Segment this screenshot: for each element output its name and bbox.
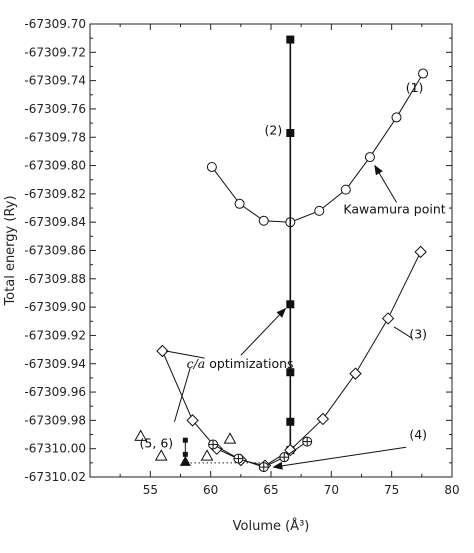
marker-diamond bbox=[316, 412, 330, 426]
marker-circle bbox=[340, 184, 351, 195]
series-layer bbox=[134, 35, 429, 473]
marker-diamond bbox=[381, 312, 395, 325]
y-tick-label: -67309.76 bbox=[24, 102, 86, 116]
marker-diamond bbox=[284, 443, 297, 457]
marker-circle bbox=[418, 68, 429, 79]
series-2 bbox=[156, 245, 427, 472]
ca-line-down bbox=[173, 367, 191, 422]
series-1 bbox=[286, 35, 295, 455]
marker-triangle bbox=[134, 429, 148, 441]
marker-small-square bbox=[182, 437, 188, 443]
x-tick-label: 75 bbox=[384, 483, 399, 497]
x-axis-title: Volume (Å³) bbox=[233, 518, 310, 534]
marker-filled-triangle bbox=[179, 455, 191, 466]
y-tick-label: -67309.74 bbox=[24, 74, 86, 88]
y-axis-title: Total energy (Ry) bbox=[3, 195, 18, 306]
ca-line-left bbox=[165, 350, 205, 359]
y-tick-label: -67309.84 bbox=[24, 215, 86, 229]
marker-diamond bbox=[414, 245, 427, 259]
marker-diamond bbox=[349, 367, 362, 380]
marker-triangle bbox=[223, 432, 237, 444]
marker-circle bbox=[314, 205, 325, 216]
y-tick-label: -67309.70 bbox=[24, 17, 86, 31]
marker-triangle bbox=[200, 449, 214, 461]
annotation-label: (2) bbox=[265, 122, 283, 137]
x-tick-label: 55 bbox=[143, 483, 158, 497]
ca-arrow-up bbox=[240, 307, 287, 356]
y-tick-label: -67309.88 bbox=[24, 272, 86, 286]
label3-line bbox=[393, 326, 413, 339]
marker-circle bbox=[258, 215, 269, 226]
y-tick-label: -67309.92 bbox=[24, 328, 86, 342]
annotation-label: (4) bbox=[409, 427, 427, 442]
marker-square bbox=[286, 129, 295, 138]
marker-square bbox=[286, 300, 295, 309]
series-line bbox=[211, 73, 424, 223]
marker-square bbox=[286, 368, 295, 377]
y-tick-label: -67309.82 bbox=[24, 187, 86, 201]
marker-square bbox=[286, 35, 295, 44]
series-6 bbox=[179, 455, 191, 466]
marker-diamond bbox=[156, 344, 169, 358]
marker-circle bbox=[206, 161, 217, 172]
marker-triangle bbox=[154, 449, 168, 461]
x-tick-label: 70 bbox=[324, 483, 339, 497]
kawamura-arrow bbox=[374, 164, 397, 203]
series-3 bbox=[208, 436, 313, 473]
series-4 bbox=[134, 429, 237, 461]
y-tick-label: -67309.72 bbox=[24, 45, 86, 59]
y-tick-label: -67309.86 bbox=[24, 244, 86, 258]
y-tick-label: -67309.98 bbox=[24, 413, 86, 427]
annotation-label: (3) bbox=[409, 326, 427, 341]
annotation-label: c/a optimizations bbox=[187, 356, 294, 371]
series-line bbox=[161, 251, 422, 467]
x-tick-label: 80 bbox=[444, 483, 459, 497]
y-tick-label: -67310.00 bbox=[24, 442, 86, 456]
axes-layer: 55 60 65 70 75 80 -67309.70 -67309.72 -67309.74 -… bbox=[3, 17, 460, 534]
y-tick-label: -67310.02 bbox=[24, 470, 86, 484]
marker-circle bbox=[391, 112, 402, 123]
y-tick-label: -67309.96 bbox=[24, 385, 86, 399]
y-tick-label: -67309.90 bbox=[24, 300, 86, 314]
marker-square bbox=[286, 417, 295, 426]
plot-frame bbox=[89, 23, 453, 478]
x-tick-label: 60 bbox=[203, 483, 218, 497]
marker-circle bbox=[234, 198, 245, 209]
y-tick-label: -67309.94 bbox=[24, 357, 86, 371]
y-tick-label: -67309.78 bbox=[24, 130, 86, 144]
marker-small-square bbox=[182, 451, 188, 457]
x-tick-label: 65 bbox=[263, 483, 278, 497]
marker-diamond bbox=[186, 414, 199, 427]
annotation-label: (1) bbox=[406, 80, 424, 95]
label4-arrow bbox=[272, 446, 407, 470]
marker-circle bbox=[364, 152, 375, 163]
annotation-layer: (1) (2) Kawamura point (3) c/a optimizations… bbox=[140, 80, 446, 470]
annotation-label: Kawamura point bbox=[343, 202, 445, 217]
y-tick-label: -67309.80 bbox=[24, 159, 86, 173]
annotation-label: (5, 6) bbox=[140, 435, 174, 450]
